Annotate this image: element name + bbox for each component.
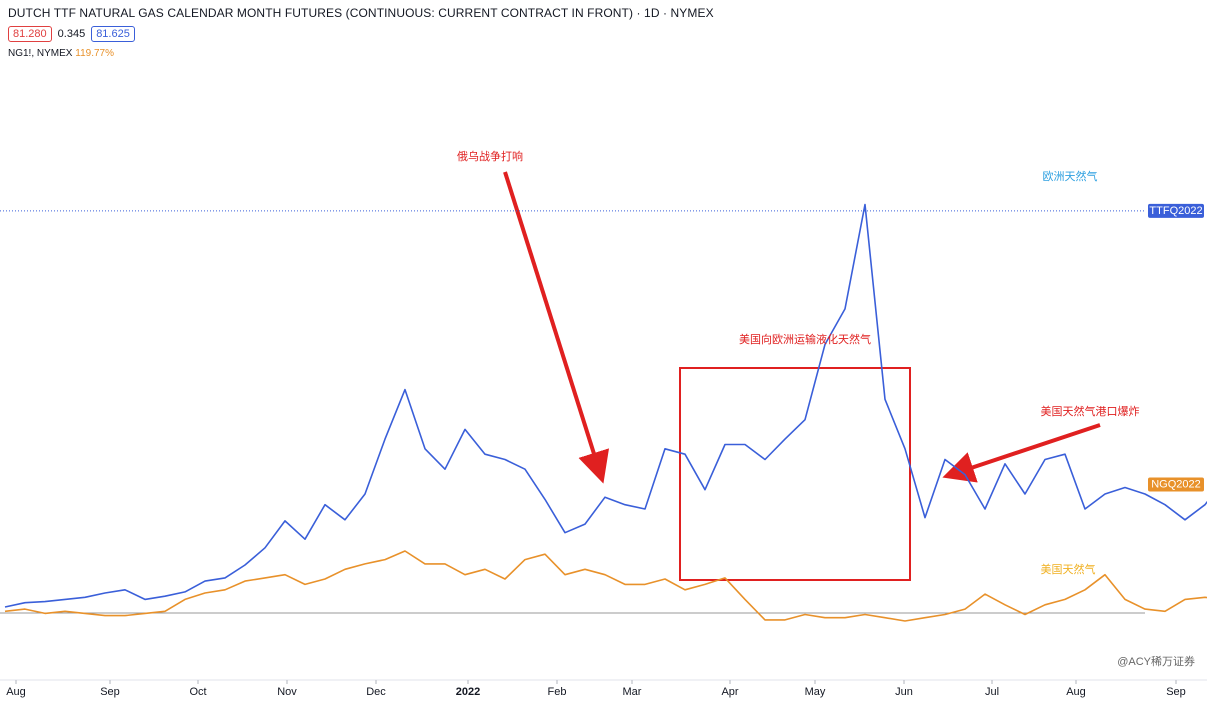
annotation: 美国天然气港口爆炸 [1041, 404, 1140, 418]
compare-change: 119.77% [75, 48, 114, 59]
price-label-bg [1148, 203, 1204, 218]
highlight-box [679, 367, 911, 581]
x-tick-label: Apr [721, 686, 738, 698]
x-tick-label: Aug [6, 686, 26, 698]
x-tick-label: Aug [1066, 686, 1086, 698]
x-tick-label: Sep [100, 686, 120, 698]
x-tick-label: Sep [1166, 686, 1186, 698]
compare-row: NG1!, NYMEX 119.77% [8, 48, 714, 59]
annotation: 俄乌战争打响 [457, 149, 523, 163]
watermark: @ACY稀万证券 [1117, 654, 1195, 668]
annotation: 欧洲天然气 [1043, 169, 1098, 183]
header: DUTCH TTF NATURAL GAS CALENDAR MONTH FUT… [8, 6, 714, 59]
chart-title: DUTCH TTF NATURAL GAS CALENDAR MONTH FUT… [8, 6, 714, 20]
series-line [4, 550, 1207, 622]
compare-name: NG1!, NYMEX [8, 48, 73, 59]
ask: 81.625 [91, 26, 135, 42]
legend-label: NGQ2022 [1151, 478, 1201, 490]
x-tick-label: Oct [189, 686, 206, 698]
x-tick-label: 2022 [456, 686, 480, 698]
price-label-bg [1148, 477, 1204, 492]
bid: 81.280 [8, 26, 52, 42]
arrow [942, 423, 1101, 483]
x-tick-label: May [805, 686, 826, 698]
x-tick-label: Jul [985, 686, 999, 698]
arrow [503, 171, 610, 484]
series-line [4, 203, 1207, 608]
annotation: 美国天然气 [1041, 562, 1096, 576]
x-tick-label: Nov [277, 686, 297, 698]
legend-label: TTFQ2022 [1149, 205, 1202, 217]
x-tick-label: Feb [548, 686, 567, 698]
annotation: 美国向欧洲运输液化天然气 [739, 332, 871, 346]
quote-row: 81.280 0.345 81.625 [8, 26, 714, 42]
x-tick-label: Mar [623, 686, 642, 698]
spread: 0.345 [57, 28, 86, 40]
x-tick-label: Dec [366, 686, 386, 698]
x-tick-label: Jun [895, 686, 913, 698]
